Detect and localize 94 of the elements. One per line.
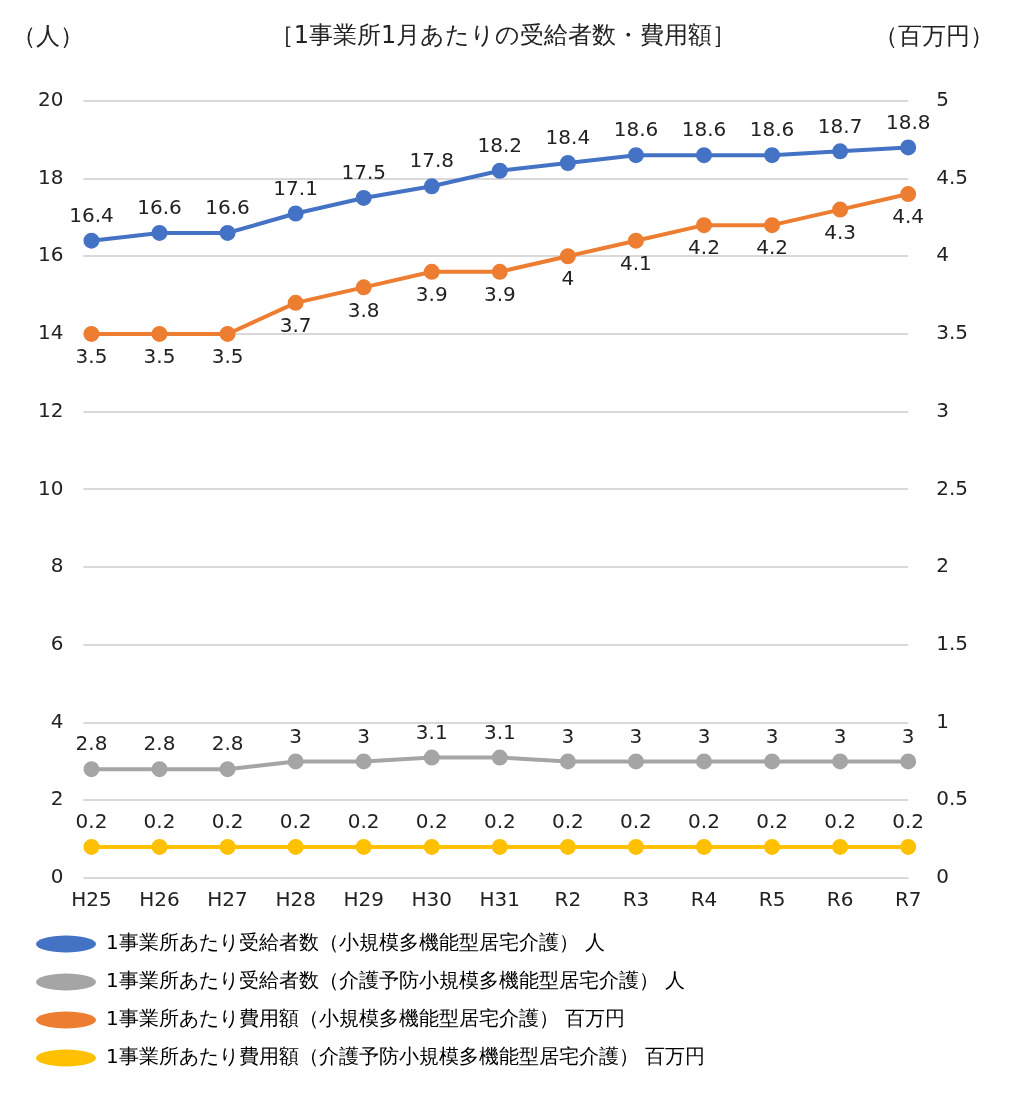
data-label: 3 bbox=[357, 723, 371, 748]
y-tick-label: 8 bbox=[50, 553, 64, 578]
data-label: 2.8 bbox=[143, 731, 176, 756]
y2-tick-label: 0 bbox=[936, 864, 949, 889]
data-label: 3 bbox=[561, 723, 575, 748]
y2-axis-title: （百万円） bbox=[874, 22, 994, 51]
data-label: 0.2 bbox=[415, 809, 448, 834]
legend-label: 1事業所あたり費用額（介護予防小規模多機能型居宅介護） 百万円 bbox=[106, 1044, 706, 1069]
y-tick-label: 18 bbox=[38, 164, 64, 189]
data-label: 18.6 bbox=[613, 117, 659, 142]
x-tick-label: R3 bbox=[622, 887, 650, 912]
data-label: 3.9 bbox=[415, 281, 448, 306]
y-tick-label: 4 bbox=[50, 708, 64, 733]
data-label: 3.9 bbox=[483, 281, 516, 306]
chart-title: ［1事業所1月あたりの受給者数・費用額］ bbox=[269, 20, 737, 49]
y2-tick-label: 2 bbox=[936, 553, 949, 578]
x-tick-label: H30 bbox=[411, 887, 453, 912]
y-tick-label: 12 bbox=[38, 397, 64, 422]
data-label: 0.2 bbox=[347, 809, 380, 834]
data-label: 0.2 bbox=[279, 809, 312, 834]
y2-tick-label: 3 bbox=[936, 397, 949, 422]
data-label: 0.2 bbox=[892, 809, 925, 834]
x-tick-label: H26 bbox=[139, 887, 180, 912]
data-label: 18.7 bbox=[817, 113, 863, 138]
data-label: 3 bbox=[765, 723, 779, 748]
data-label: 18.2 bbox=[477, 132, 523, 157]
data-label: 3.8 bbox=[347, 297, 380, 322]
data-label: 0.2 bbox=[75, 809, 108, 834]
data-label: 3.7 bbox=[279, 313, 312, 338]
data-label: 18.6 bbox=[749, 117, 795, 142]
data-label: 0.2 bbox=[824, 809, 857, 834]
data-label: 3.1 bbox=[415, 719, 448, 744]
x-tick-label: R7 bbox=[894, 887, 922, 912]
data-label: 3.5 bbox=[211, 344, 244, 369]
data-label: 3 bbox=[901, 723, 915, 748]
y-tick-label: 6 bbox=[50, 631, 64, 656]
x-tick-label: H29 bbox=[343, 887, 384, 912]
data-label: 3.5 bbox=[143, 344, 176, 369]
data-label: 3 bbox=[289, 723, 302, 748]
x-tick-label: R6 bbox=[826, 887, 854, 912]
data-label: 0.2 bbox=[688, 809, 720, 834]
data-label: 4 bbox=[561, 266, 575, 291]
data-label: 0.2 bbox=[211, 809, 244, 834]
data-label: 0.2 bbox=[143, 809, 176, 834]
y2-tick-label: 0.5 bbox=[936, 786, 969, 811]
x-tick-label: H27 bbox=[207, 887, 248, 912]
data-label: 16.6 bbox=[137, 195, 182, 220]
y2-tick-label: 2.5 bbox=[936, 475, 969, 500]
data-label: 2.8 bbox=[211, 731, 244, 756]
y2-tick-label: 4.5 bbox=[936, 164, 969, 189]
legend-label: 1事業所あたり受給者数（小規模多機能型居宅介護） 人 bbox=[106, 930, 606, 955]
data-label: 16.6 bbox=[205, 195, 250, 220]
data-label: 3.1 bbox=[483, 719, 516, 744]
data-label: 17.8 bbox=[409, 148, 455, 173]
data-label: 4.2 bbox=[688, 235, 720, 260]
x-tick-label: H28 bbox=[275, 887, 316, 912]
y2-tick-label: 1 bbox=[936, 708, 949, 733]
x-tick-label: H31 bbox=[479, 887, 521, 912]
data-label: 0.2 bbox=[620, 809, 652, 834]
data-label: 17.1 bbox=[273, 175, 318, 200]
data-label: 18.8 bbox=[885, 109, 931, 134]
y2-tick-label: 1.5 bbox=[936, 631, 969, 656]
y2-tick-label: 5 bbox=[936, 87, 949, 111]
data-label: 17.5 bbox=[341, 160, 386, 185]
legend-label: 1事業所あたり費用額（小規模多機能型居宅介護） 百万円 bbox=[106, 1006, 626, 1031]
data-label: 4.1 bbox=[620, 250, 652, 275]
data-label: 2.8 bbox=[75, 731, 108, 756]
data-label: 18.4 bbox=[545, 125, 591, 150]
data-label: 3 bbox=[697, 723, 711, 748]
data-label: 0.2 bbox=[756, 809, 788, 834]
x-tick-label: R2 bbox=[554, 887, 582, 912]
y-tick-label: 20 bbox=[38, 87, 64, 111]
data-label: 3 bbox=[833, 723, 847, 748]
y-tick-label: 14 bbox=[38, 320, 64, 345]
x-tick-label: R5 bbox=[758, 887, 786, 912]
data-label: 18.6 bbox=[681, 117, 727, 142]
y-tick-label: 16 bbox=[38, 242, 64, 267]
data-label: 0.2 bbox=[483, 809, 516, 834]
y2-tick-label: 4 bbox=[936, 242, 949, 267]
x-tick-label: R4 bbox=[690, 887, 718, 912]
y-tick-label: 10 bbox=[38, 475, 64, 500]
y-tick-label: 0 bbox=[50, 864, 64, 889]
data-label: 0.2 bbox=[551, 809, 584, 834]
y-axis-title: （人） bbox=[12, 22, 84, 51]
x-tick-label: H25 bbox=[71, 887, 112, 912]
legend-label: 1事業所あたり受給者数（介護予防小規模多機能型居宅介護） 人 bbox=[106, 968, 686, 993]
data-label: 16.4 bbox=[69, 202, 114, 227]
data-label: 3 bbox=[629, 723, 643, 748]
data-label: 4.4 bbox=[892, 204, 925, 229]
y-tick-label: 2 bbox=[50, 786, 64, 811]
y2-tick-label: 3.5 bbox=[936, 320, 969, 345]
data-label: 3.5 bbox=[75, 344, 108, 369]
data-label: 4.3 bbox=[824, 219, 857, 244]
data-label: 4.2 bbox=[756, 235, 788, 260]
